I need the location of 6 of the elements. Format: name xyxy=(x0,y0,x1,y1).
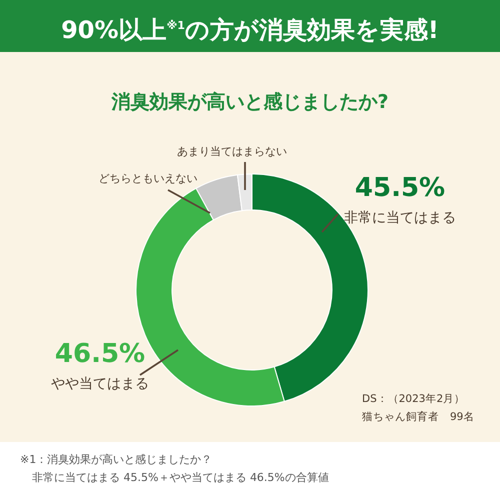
title: 90%以上$^{※1}$の方が消臭効果を実感! xyxy=(0,0,500,52)
text: ※1：消臭効果が高いと感じましたか？ xyxy=(20,452,212,467)
text: 猫ちゃん飼育者 99名 xyxy=(362,410,474,423)
subtitle: 消臭効果が高いと感じましたか? xyxy=(111,91,389,113)
text: DS：（2023年2月） xyxy=(362,393,466,405)
text: 非常に当てはまる 45.5%＋やや当てはまる 46.5%の合算値 xyxy=(32,470,329,485)
